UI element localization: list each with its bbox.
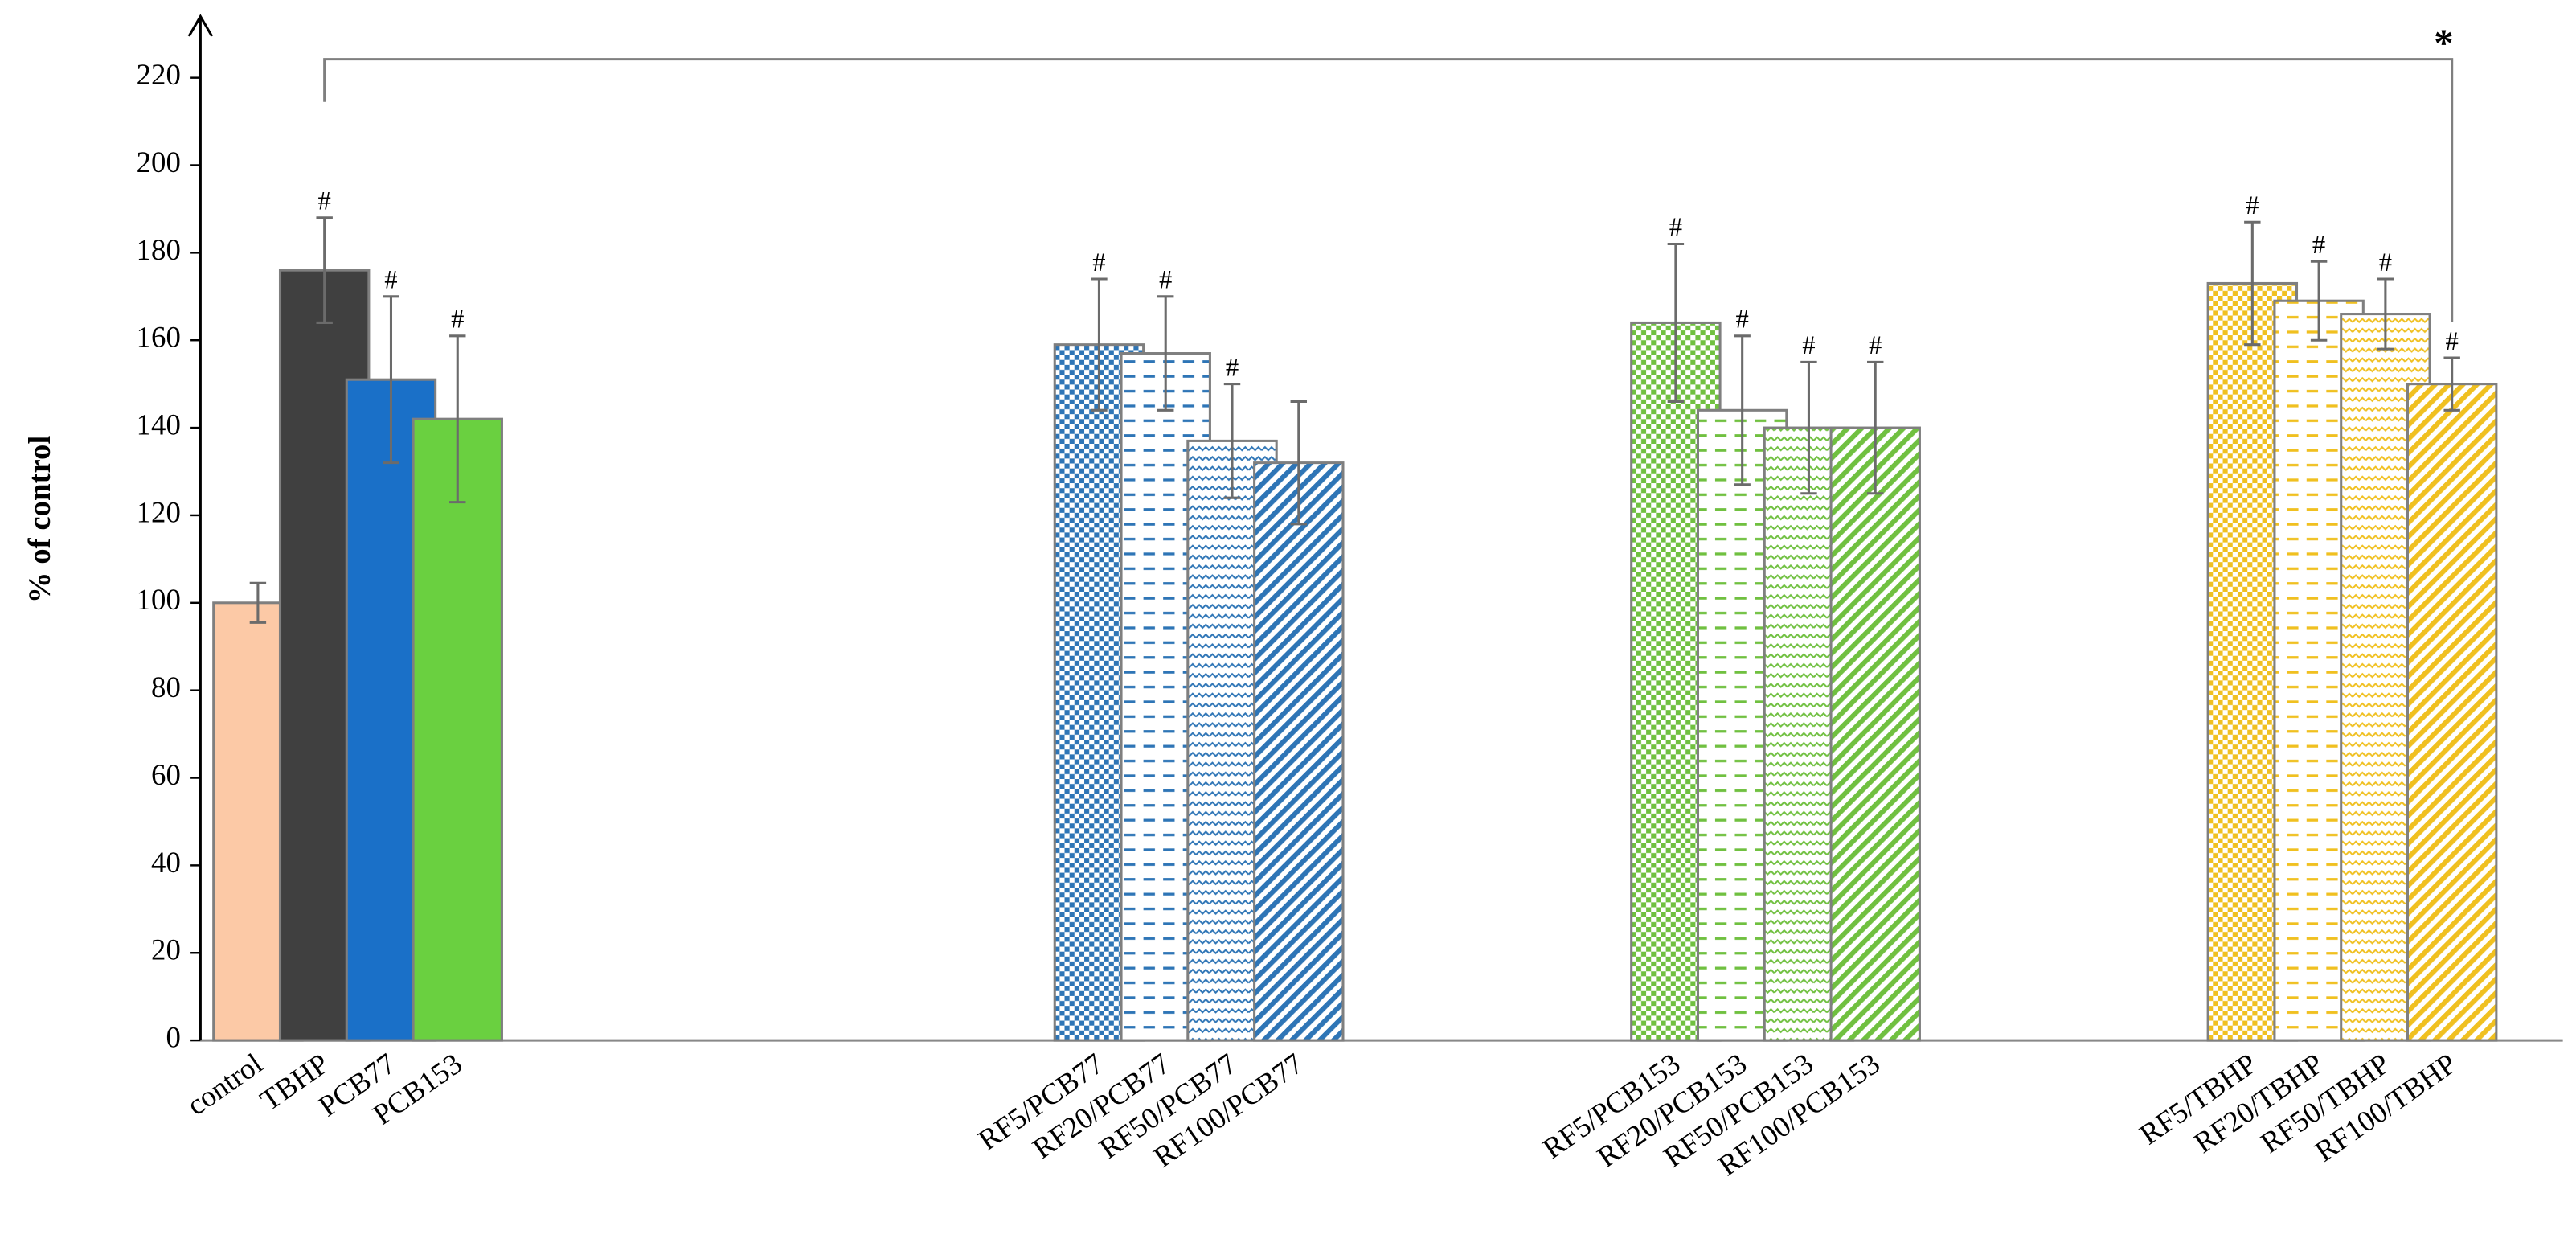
y-tick-label: 100	[137, 583, 181, 616]
significance-mark: #	[2312, 231, 2325, 260]
significance-mark: #	[1226, 353, 1239, 382]
significance-mark: #	[1735, 306, 1748, 334]
significance-mark: #	[318, 187, 331, 216]
y-tick-label: 60	[151, 758, 181, 791]
significance-mark: #	[2446, 327, 2459, 356]
y-tick-label: 80	[151, 671, 181, 703]
significance-mark: #	[1159, 266, 1172, 295]
significance-bracket	[323, 58, 2454, 322]
y-tick-label: 220	[137, 58, 181, 91]
y-tick-label: 0	[166, 1021, 180, 1054]
bracket-label: *	[2434, 21, 2454, 65]
significance-mark: #	[2379, 248, 2392, 277]
significance-mark: #	[384, 266, 397, 295]
bar	[1253, 461, 1345, 1042]
x-tick-label: control	[181, 1047, 268, 1122]
y-tick-label: 120	[137, 495, 181, 528]
y-tick-label: 180	[137, 233, 181, 266]
significance-mark: #	[1869, 331, 1882, 360]
y-axis-arrow	[187, 14, 214, 37]
y-tick-label: 200	[137, 146, 181, 178]
y-tick-label: 140	[137, 408, 181, 441]
significance-mark: #	[1092, 248, 1105, 277]
y-tick-label: 40	[151, 846, 181, 879]
significance-mark: #	[2246, 191, 2259, 220]
bar	[2406, 383, 2498, 1042]
y-tick-label: 160	[137, 321, 181, 354]
significance-mark: #	[1669, 213, 1682, 242]
significance-mark: #	[1802, 331, 1815, 360]
y-tick-label: 20	[151, 933, 181, 966]
significance-mark: #	[451, 306, 464, 334]
y-axis-label: % of control	[23, 436, 57, 604]
bar	[1829, 426, 1921, 1042]
bar	[412, 417, 503, 1042]
